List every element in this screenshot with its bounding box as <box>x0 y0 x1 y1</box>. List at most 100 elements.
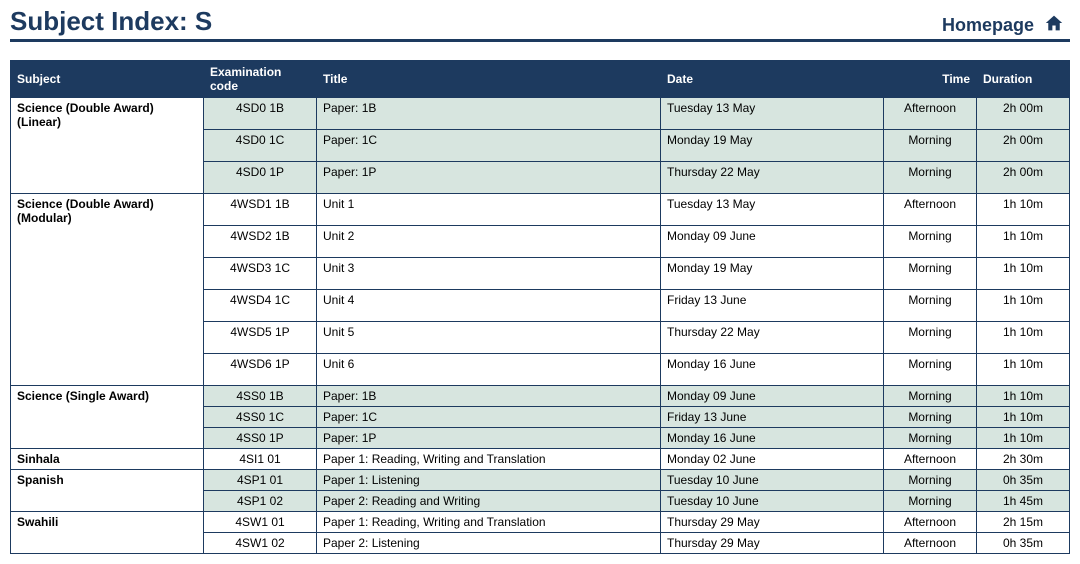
cell-title: Paper: 1P <box>317 428 661 449</box>
cell-code: 4SW1 02 <box>204 533 317 554</box>
cell-time: Morning <box>884 226 977 258</box>
cell-subject: Spanish <box>11 470 204 512</box>
table-header-row: Subject Examination code Title Date Time… <box>11 61 1070 98</box>
col-subject: Subject <box>11 61 204 98</box>
cell-title: Paper: 1P <box>317 162 661 194</box>
table-row: Science (Double Award)(Modular)4WSD1 1BU… <box>11 194 1070 226</box>
cell-code: 4SS0 1B <box>204 386 317 407</box>
cell-dur: 1h 10m <box>977 407 1070 428</box>
cell-dur: 1h 10m <box>977 322 1070 354</box>
home-icon <box>1044 14 1064 37</box>
cell-code: 4SP1 01 <box>204 470 317 491</box>
cell-title: Unit 5 <box>317 322 661 354</box>
cell-code: 4SS0 1C <box>204 407 317 428</box>
cell-dur: 2h 15m <box>977 512 1070 533</box>
cell-time: Morning <box>884 130 977 162</box>
table-body: Science (Double Award)(Linear)4SD0 1BPap… <box>11 98 1070 554</box>
cell-time: Morning <box>884 290 977 322</box>
cell-title: Paper 1: Listening <box>317 470 661 491</box>
cell-time: Morning <box>884 470 977 491</box>
cell-time: Afternoon <box>884 449 977 470</box>
cell-title: Unit 4 <box>317 290 661 322</box>
cell-title: Paper 2: Listening <box>317 533 661 554</box>
cell-title: Unit 1 <box>317 194 661 226</box>
cell-code: 4SS0 1P <box>204 428 317 449</box>
col-time: Time <box>884 61 977 98</box>
col-date: Date <box>661 61 884 98</box>
cell-dur: 1h 10m <box>977 428 1070 449</box>
cell-date: Tuesday 10 June <box>661 491 884 512</box>
cell-title: Paper 1: Reading, Writing and Translatio… <box>317 512 661 533</box>
cell-code: 4SD0 1C <box>204 130 317 162</box>
cell-subject: Swahili <box>11 512 204 554</box>
cell-title: Paper: 1C <box>317 130 661 162</box>
cell-dur: 2h 00m <box>977 98 1070 130</box>
cell-dur: 1h 10m <box>977 258 1070 290</box>
cell-dur: 1h 10m <box>977 226 1070 258</box>
cell-title: Paper: 1B <box>317 386 661 407</box>
col-code: Examination code <box>204 61 317 98</box>
cell-date: Friday 13 June <box>661 290 884 322</box>
cell-title: Unit 3 <box>317 258 661 290</box>
cell-time: Morning <box>884 258 977 290</box>
cell-subject: Science (Single Award) <box>11 386 204 449</box>
col-title: Title <box>317 61 661 98</box>
cell-title: Unit 6 <box>317 354 661 386</box>
cell-dur: 0h 35m <box>977 470 1070 491</box>
cell-date: Monday 02 June <box>661 449 884 470</box>
cell-title: Paper: 1B <box>317 98 661 130</box>
cell-date: Friday 13 June <box>661 407 884 428</box>
cell-code: 4SI1 01 <box>204 449 317 470</box>
cell-title: Paper 1: Reading, Writing and Translatio… <box>317 449 661 470</box>
cell-title: Paper 2: Reading and Writing <box>317 491 661 512</box>
cell-dur: 1h 10m <box>977 290 1070 322</box>
cell-date: Tuesday 13 May <box>661 194 884 226</box>
cell-time: Afternoon <box>884 512 977 533</box>
cell-time: Morning <box>884 354 977 386</box>
cell-code: 4WSD5 1P <box>204 322 317 354</box>
cell-subject: Sinhala <box>11 449 204 470</box>
cell-date: Thursday 29 May <box>661 533 884 554</box>
cell-date: Tuesday 13 May <box>661 98 884 130</box>
homepage-label: Homepage <box>942 15 1034 36</box>
cell-time: Afternoon <box>884 533 977 554</box>
table-row: Science (Double Award)(Linear)4SD0 1BPap… <box>11 98 1070 130</box>
cell-code: 4SD0 1P <box>204 162 317 194</box>
cell-dur: 1h 10m <box>977 194 1070 226</box>
exam-table: Subject Examination code Title Date Time… <box>10 60 1070 554</box>
homepage-link[interactable]: Homepage <box>942 14 1070 37</box>
cell-code: 4WSD4 1C <box>204 290 317 322</box>
cell-code: 4WSD6 1P <box>204 354 317 386</box>
table-row: Science (Single Award)4SS0 1BPaper: 1BMo… <box>11 386 1070 407</box>
cell-date: Monday 19 May <box>661 130 884 162</box>
cell-date: Monday 09 June <box>661 386 884 407</box>
table-row: Swahili4SW1 01Paper 1: Reading, Writing … <box>11 512 1070 533</box>
cell-subject: Science (Double Award)(Modular) <box>11 194 204 386</box>
cell-time: Morning <box>884 491 977 512</box>
cell-dur: 2h 00m <box>977 130 1070 162</box>
cell-time: Morning <box>884 428 977 449</box>
cell-date: Monday 16 June <box>661 354 884 386</box>
cell-time: Morning <box>884 162 977 194</box>
cell-code: 4WSD3 1C <box>204 258 317 290</box>
cell-time: Morning <box>884 407 977 428</box>
cell-dur: 2h 30m <box>977 449 1070 470</box>
cell-date: Thursday 22 May <box>661 162 884 194</box>
cell-title: Paper: 1C <box>317 407 661 428</box>
page-header: Subject Index: S Homepage <box>10 6 1070 42</box>
cell-time: Afternoon <box>884 98 977 130</box>
page-title: Subject Index: S <box>10 6 212 37</box>
cell-time: Morning <box>884 322 977 354</box>
cell-code: 4WSD2 1B <box>204 226 317 258</box>
cell-date: Monday 19 May <box>661 258 884 290</box>
cell-subject: Science (Double Award)(Linear) <box>11 98 204 194</box>
cell-dur: 1h 10m <box>977 354 1070 386</box>
table-row: Spanish4SP1 01Paper 1: ListeningTuesday … <box>11 470 1070 491</box>
cell-dur: 2h 00m <box>977 162 1070 194</box>
cell-code: 4SP1 02 <box>204 491 317 512</box>
table-row: Sinhala4SI1 01Paper 1: Reading, Writing … <box>11 449 1070 470</box>
cell-dur: 1h 10m <box>977 386 1070 407</box>
cell-date: Thursday 29 May <box>661 512 884 533</box>
cell-date: Thursday 22 May <box>661 322 884 354</box>
cell-date: Monday 09 June <box>661 226 884 258</box>
